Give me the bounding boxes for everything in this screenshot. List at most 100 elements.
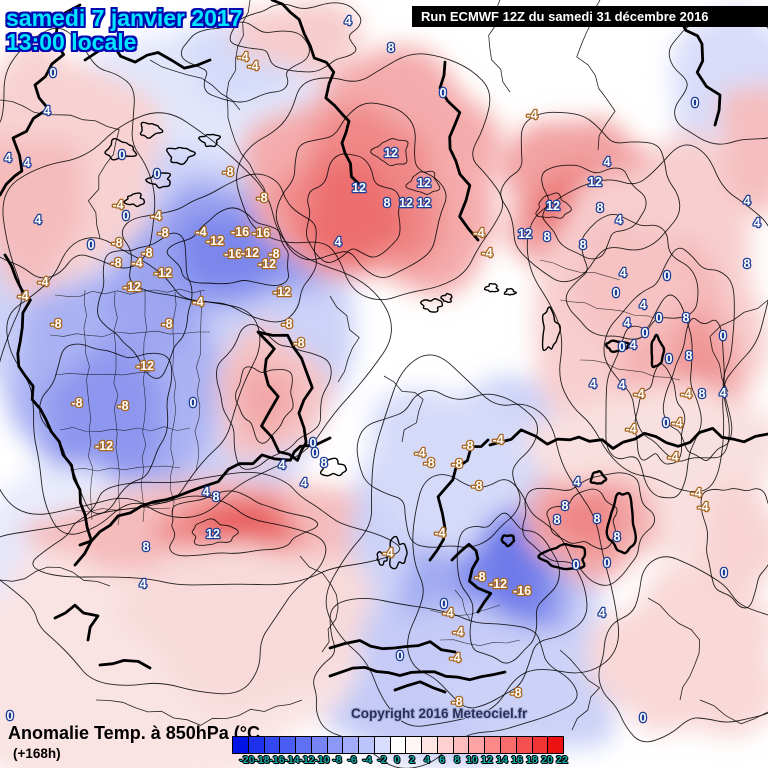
valid-date-line1: samedi 7 janvier 2017 [6, 5, 243, 31]
contour-label: -4 [481, 246, 492, 260]
contour-label: -12 [258, 257, 276, 271]
contour-label: 8 [699, 387, 706, 401]
colorbar-tick-label: -6 [347, 754, 357, 766]
colorbar-ticks: -20 -18 -16 -14 -12 -10 -8 -6 -4 -2 0 2 4 6 8 10 12 14 16 1… [0, 754, 768, 768]
contour-label: 0 [154, 167, 161, 181]
contour-label: -8 [423, 456, 434, 470]
contour-label: -4 [697, 500, 708, 514]
contour-label: 4 [5, 151, 12, 165]
colorbar-cell [422, 737, 438, 753]
contour-label: 4 [640, 298, 647, 312]
contour-label: -8 [161, 317, 172, 331]
contour-label: 8 [384, 196, 391, 210]
legend-title: Anomalie Temp. à 850hPa (°C [8, 723, 260, 743]
contour-label: 8 [744, 257, 751, 271]
contour-label: 4 [301, 476, 308, 490]
colorbar-tick-label: -18 [254, 754, 270, 766]
colorbar-tick-label: 18 [526, 754, 538, 766]
contour-label: -12 [489, 577, 507, 591]
colorbar-tick-label: 8 [454, 754, 460, 766]
colorbar-tick-label: 22 [556, 754, 568, 766]
contour-label: 4 [720, 386, 727, 400]
colorbar-tick-label: -14 [284, 754, 300, 766]
contour-label: 0 [7, 709, 14, 723]
contour-label: 8 [686, 349, 693, 363]
contour-label: -4 [625, 422, 636, 436]
contour-label: 0 [310, 436, 317, 450]
contour-label: 0 [604, 556, 611, 570]
contour-label: -4 [195, 225, 206, 239]
contour-label: 0 [721, 566, 728, 580]
contour-label: 0 [123, 209, 130, 223]
contour-label: 0 [190, 396, 197, 410]
contour-label: 8 [562, 499, 569, 513]
colorbar-cell [406, 737, 423, 753]
contour-label: -4 [37, 275, 48, 289]
contour-label: -8 [474, 570, 485, 584]
colorbar-cell [532, 737, 549, 753]
contour-label: 4 [744, 194, 751, 208]
contour-label: -4 [667, 450, 678, 464]
contour-label: -12 [206, 234, 224, 248]
colorbar-cell [469, 737, 486, 753]
colorbar-tick-label: 6 [439, 754, 445, 766]
valid-date-line2: 13:00 locale [6, 29, 137, 56]
valid-date: samedi 7 janvier 2017 13:00 locale [6, 6, 243, 54]
contour-label: -16 [252, 226, 270, 240]
colorbar-cell [437, 737, 454, 753]
colorbar-cell [248, 737, 265, 753]
forecast-hour: (+168h) [13, 746, 61, 761]
contour-label: 12 [546, 199, 560, 213]
colorbar [232, 736, 564, 754]
contour-label: 8 [683, 311, 690, 325]
contour-label: 4 [345, 14, 352, 28]
contour-label: 0 [88, 238, 95, 252]
contour-label: 4 [616, 213, 623, 227]
contour-label: -8 [451, 457, 462, 471]
contour-label: -12 [123, 280, 141, 294]
contour-label: 4 [24, 156, 31, 170]
contour-label: -4 [382, 546, 393, 560]
contour-label: 0 [619, 340, 626, 354]
contour-label: 4 [590, 377, 597, 391]
colorbar-tick-label: -10 [314, 754, 330, 766]
contour-label: 12 [399, 196, 413, 210]
contour-label: 4 [140, 577, 147, 591]
colorbar-cell [453, 737, 470, 753]
contour-label: -4 [150, 209, 161, 223]
contour-label: 8 [580, 238, 587, 252]
contour-label: 12 [352, 181, 366, 195]
colorbar-cell [343, 737, 360, 753]
contour-label: -4 [680, 387, 691, 401]
contour-label: 4 [620, 266, 627, 280]
contour-label: -4 [690, 486, 701, 500]
contour-label: -12 [154, 266, 172, 280]
contour-label: -8 [141, 246, 152, 260]
contour-label: 0 [312, 446, 319, 460]
contour-label: 0 [640, 711, 647, 725]
colorbar-tick-label: -2 [377, 754, 387, 766]
contour-label: 12 [518, 227, 532, 241]
contour-label: -8 [71, 396, 82, 410]
colorbar-cell [374, 737, 391, 753]
contour-label: 4 [335, 235, 342, 249]
colorbar-tick-label: -8 [332, 754, 342, 766]
contour-label: 4 [619, 378, 626, 392]
contour-label: 8 [554, 513, 561, 527]
contour-label: -4 [526, 108, 537, 122]
colorbar-tick-label: 12 [481, 754, 493, 766]
colorbar-tick-label: 0 [394, 754, 400, 766]
contour-label: -8 [462, 439, 473, 453]
contour-label: 12 [417, 176, 431, 190]
colorbar-tick-label: -16 [269, 754, 285, 766]
colorbar-cell [501, 737, 517, 753]
colorbar-cell [264, 737, 281, 753]
contour-label: -12 [241, 246, 259, 260]
contour-label: -12 [95, 439, 113, 453]
colorbar-tick-label: 10 [466, 754, 478, 766]
colorbar-cell [548, 737, 564, 753]
colorbar-tick-label: 16 [511, 754, 523, 766]
contour-label: 8 [594, 512, 601, 526]
contour-label: 0 [663, 416, 670, 430]
